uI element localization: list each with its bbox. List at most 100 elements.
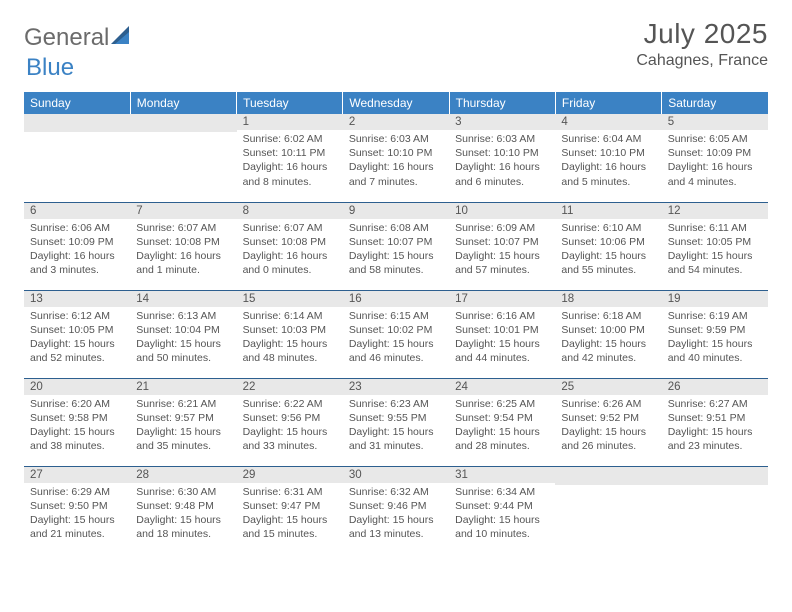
daylight-line-2: and 10 minutes. xyxy=(455,527,549,541)
sunrise-line: Sunrise: 6:31 AM xyxy=(243,485,337,499)
sunrise-line: Sunrise: 6:20 AM xyxy=(30,397,124,411)
sunset-line: Sunset: 10:10 PM xyxy=(349,146,443,160)
day-number: 12 xyxy=(662,203,768,219)
sunrise-line: Sunrise: 6:06 AM xyxy=(30,221,124,235)
daylight-line-2: and 57 minutes. xyxy=(455,263,549,277)
sunset-line: Sunset: 10:05 PM xyxy=(668,235,762,249)
day-number: 21 xyxy=(130,379,236,395)
day-number: 24 xyxy=(449,379,555,395)
sunset-line: Sunset: 10:03 PM xyxy=(243,323,337,337)
sunset-line: Sunset: 10:02 PM xyxy=(349,323,443,337)
daylight-line-2: and 5 minutes. xyxy=(561,175,655,189)
logo: General xyxy=(24,24,133,52)
calendar-day-cell: 4Sunrise: 6:04 AMSunset: 10:10 PMDayligh… xyxy=(555,114,661,202)
calendar-day-cell: 5Sunrise: 6:05 AMSunset: 10:09 PMDayligh… xyxy=(662,114,768,202)
daylight-line-1: Daylight: 15 hours xyxy=(668,425,762,439)
day-number-empty xyxy=(130,114,236,132)
day-number: 10 xyxy=(449,203,555,219)
day-number: 14 xyxy=(130,291,236,307)
sunset-line: Sunset: 9:48 PM xyxy=(136,499,230,513)
sunrise-line: Sunrise: 6:21 AM xyxy=(136,397,230,411)
sunrise-line: Sunrise: 6:07 AM xyxy=(243,221,337,235)
sunset-line: Sunset: 10:08 PM xyxy=(243,235,337,249)
daylight-line-1: Daylight: 15 hours xyxy=(243,337,337,351)
sunrise-line: Sunrise: 6:03 AM xyxy=(349,132,443,146)
sunrise-line: Sunrise: 6:12 AM xyxy=(30,309,124,323)
day-number-empty xyxy=(24,114,130,132)
calendar-day-cell: 26Sunrise: 6:27 AMSunset: 9:51 PMDayligh… xyxy=(662,378,768,466)
daylight-line-2: and 42 minutes. xyxy=(561,351,655,365)
daylight-line-1: Daylight: 16 hours xyxy=(243,249,337,263)
calendar-body: 1Sunrise: 6:02 AMSunset: 10:11 PMDayligh… xyxy=(24,114,768,554)
sunrise-line: Sunrise: 6:05 AM xyxy=(668,132,762,146)
logo-text-blue: Blue xyxy=(26,54,74,81)
day-details: Sunrise: 6:04 AMSunset: 10:10 PMDaylight… xyxy=(555,130,661,193)
sunset-line: Sunset: 10:09 PM xyxy=(30,235,124,249)
daylight-line-1: Daylight: 15 hours xyxy=(30,425,124,439)
sunrise-line: Sunrise: 6:23 AM xyxy=(349,397,443,411)
calendar-day-cell: 20Sunrise: 6:20 AMSunset: 9:58 PMDayligh… xyxy=(24,378,130,466)
calendar-day-cell: 8Sunrise: 6:07 AMSunset: 10:08 PMDayligh… xyxy=(237,202,343,290)
sunrise-line: Sunrise: 6:22 AM xyxy=(243,397,337,411)
day-details: Sunrise: 6:11 AMSunset: 10:05 PMDaylight… xyxy=(662,219,768,282)
sunset-line: Sunset: 10:11 PM xyxy=(243,146,337,160)
daylight-line-1: Daylight: 16 hours xyxy=(136,249,230,263)
daylight-line-1: Daylight: 15 hours xyxy=(243,513,337,527)
day-number: 6 xyxy=(24,203,130,219)
daylight-line-1: Daylight: 15 hours xyxy=(30,337,124,351)
day-number: 15 xyxy=(237,291,343,307)
sunrise-line: Sunrise: 6:14 AM xyxy=(243,309,337,323)
day-details: Sunrise: 6:31 AMSunset: 9:47 PMDaylight:… xyxy=(237,483,343,546)
calendar-day-cell: 23Sunrise: 6:23 AMSunset: 9:55 PMDayligh… xyxy=(343,378,449,466)
calendar-day-cell: 14Sunrise: 6:13 AMSunset: 10:04 PMDaylig… xyxy=(130,290,236,378)
day-header: Thursday xyxy=(449,92,555,114)
sunrise-line: Sunrise: 6:08 AM xyxy=(349,221,443,235)
calendar-day-cell xyxy=(555,466,661,554)
sunset-line: Sunset: 10:04 PM xyxy=(136,323,230,337)
daylight-line-1: Daylight: 15 hours xyxy=(561,337,655,351)
sunrise-line: Sunrise: 6:15 AM xyxy=(349,309,443,323)
daylight-line-1: Daylight: 15 hours xyxy=(455,425,549,439)
day-details: Sunrise: 6:07 AMSunset: 10:08 PMDaylight… xyxy=(237,219,343,282)
daylight-line-2: and 33 minutes. xyxy=(243,439,337,453)
sunset-line: Sunset: 10:10 PM xyxy=(561,146,655,160)
day-details: Sunrise: 6:03 AMSunset: 10:10 PMDaylight… xyxy=(343,130,449,193)
day-details: Sunrise: 6:13 AMSunset: 10:04 PMDaylight… xyxy=(130,307,236,370)
day-details: Sunrise: 6:27 AMSunset: 9:51 PMDaylight:… xyxy=(662,395,768,458)
day-header: Friday xyxy=(555,92,661,114)
calendar-day-cell: 11Sunrise: 6:10 AMSunset: 10:06 PMDaylig… xyxy=(555,202,661,290)
day-number: 5 xyxy=(662,114,768,130)
day-number: 9 xyxy=(343,203,449,219)
sunset-line: Sunset: 9:58 PM xyxy=(30,411,124,425)
sunrise-line: Sunrise: 6:04 AM xyxy=(561,132,655,146)
calendar-week-row: 1Sunrise: 6:02 AMSunset: 10:11 PMDayligh… xyxy=(24,114,768,202)
daylight-line-2: and 54 minutes. xyxy=(668,263,762,277)
daylight-line-2: and 4 minutes. xyxy=(668,175,762,189)
daylight-line-2: and 26 minutes. xyxy=(561,439,655,453)
day-details: Sunrise: 6:03 AMSunset: 10:10 PMDaylight… xyxy=(449,130,555,193)
calendar-day-cell: 10Sunrise: 6:09 AMSunset: 10:07 PMDaylig… xyxy=(449,202,555,290)
day-details: Sunrise: 6:18 AMSunset: 10:00 PMDaylight… xyxy=(555,307,661,370)
day-details: Sunrise: 6:23 AMSunset: 9:55 PMDaylight:… xyxy=(343,395,449,458)
calendar-day-cell: 25Sunrise: 6:26 AMSunset: 9:52 PMDayligh… xyxy=(555,378,661,466)
sunset-line: Sunset: 10:07 PM xyxy=(349,235,443,249)
daylight-line-1: Daylight: 16 hours xyxy=(30,249,124,263)
sunset-line: Sunset: 9:47 PM xyxy=(243,499,337,513)
day-details: Sunrise: 6:08 AMSunset: 10:07 PMDaylight… xyxy=(343,219,449,282)
daylight-line-1: Daylight: 15 hours xyxy=(455,513,549,527)
daylight-line-1: Daylight: 15 hours xyxy=(136,425,230,439)
day-details: Sunrise: 6:19 AMSunset: 9:59 PMDaylight:… xyxy=(662,307,768,370)
sunrise-line: Sunrise: 6:30 AM xyxy=(136,485,230,499)
day-details: Sunrise: 6:05 AMSunset: 10:09 PMDaylight… xyxy=(662,130,768,193)
daylight-line-2: and 38 minutes. xyxy=(30,439,124,453)
sunset-line: Sunset: 9:44 PM xyxy=(455,499,549,513)
title-block: July 2025 Cahagnes, France xyxy=(636,18,768,70)
daylight-line-1: Daylight: 16 hours xyxy=(561,160,655,174)
calendar-day-cell: 27Sunrise: 6:29 AMSunset: 9:50 PMDayligh… xyxy=(24,466,130,554)
day-number: 27 xyxy=(24,467,130,483)
daylight-line-1: Daylight: 15 hours xyxy=(561,249,655,263)
daylight-line-2: and 23 minutes. xyxy=(668,439,762,453)
calendar-day-cell: 12Sunrise: 6:11 AMSunset: 10:05 PMDaylig… xyxy=(662,202,768,290)
day-number: 2 xyxy=(343,114,449,130)
daylight-line-1: Daylight: 15 hours xyxy=(136,513,230,527)
